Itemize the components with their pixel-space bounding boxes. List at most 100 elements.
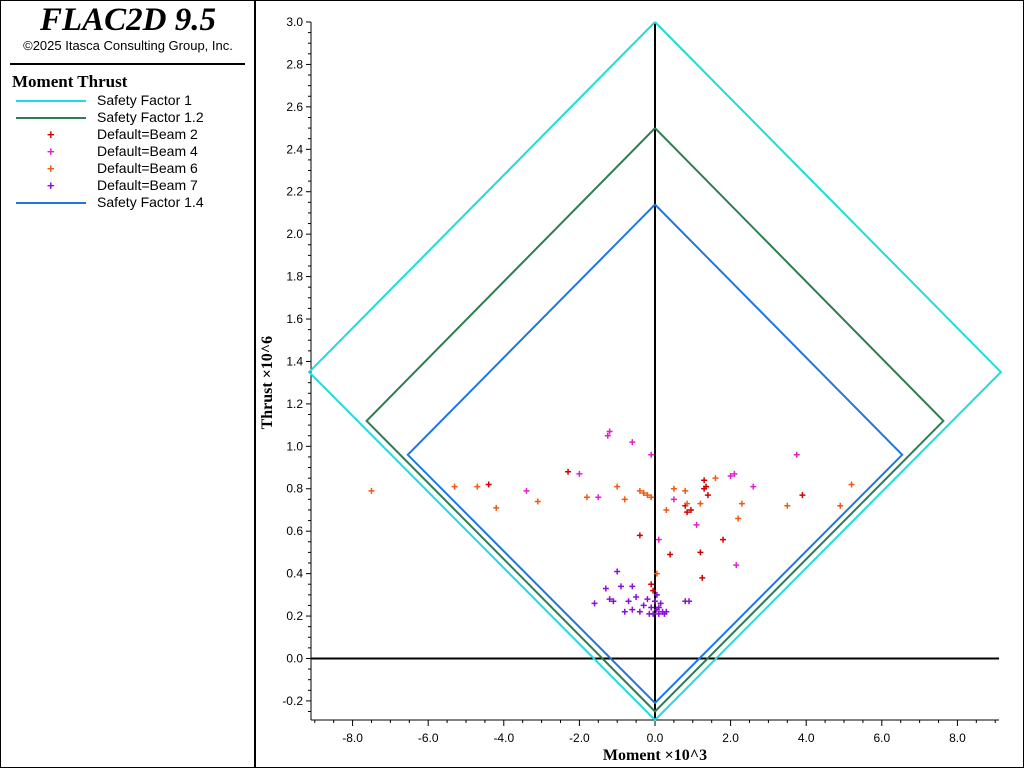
legend-plus-marker-icon: + bbox=[47, 127, 55, 142]
data-point-marker bbox=[640, 602, 647, 609]
data-point-marker bbox=[653, 591, 660, 598]
safety-envelope-line bbox=[365, 127, 945, 713]
data-point-marker bbox=[735, 515, 742, 522]
data-point-marker bbox=[534, 498, 541, 505]
data-point-marker bbox=[733, 562, 740, 569]
y-tick-label: 2.8 bbox=[286, 57, 303, 71]
y-tick-label: 1.8 bbox=[286, 270, 303, 284]
safety-envelope-line bbox=[406, 203, 904, 705]
data-point-marker bbox=[640, 489, 647, 496]
y-tick-label: 0.4 bbox=[286, 567, 303, 581]
data-point-marker bbox=[655, 610, 662, 617]
data-point-marker bbox=[750, 483, 757, 490]
y-tick-label: 2.6 bbox=[286, 100, 303, 114]
legend-item: + Default=Beam 6 bbox=[12, 160, 252, 177]
data-point-marker bbox=[523, 487, 530, 494]
data-point-marker bbox=[617, 583, 624, 590]
x-tick-label: -4.0 bbox=[493, 731, 514, 745]
data-point-marker bbox=[699, 574, 706, 581]
legend-plus-marker-icon: + bbox=[47, 178, 55, 193]
data-point-marker bbox=[629, 439, 636, 446]
legend-plus-marker-icon: + bbox=[47, 144, 55, 159]
legend-item: + Default=Beam 7 bbox=[12, 177, 252, 194]
data-point-marker bbox=[784, 502, 791, 509]
app-title: FLAC2D 9.5 bbox=[39, 2, 217, 38]
data-point-marker bbox=[474, 483, 481, 490]
data-point-marker bbox=[565, 468, 572, 475]
data-point-marker bbox=[655, 536, 662, 543]
data-point-marker bbox=[493, 504, 500, 511]
data-point-marker bbox=[576, 470, 583, 477]
data-point-marker bbox=[621, 496, 628, 503]
legend-line-swatch bbox=[16, 100, 86, 102]
data-point-marker bbox=[606, 428, 613, 435]
x-tick-label: 0.0 bbox=[647, 731, 664, 745]
safety-envelope-line bbox=[307, 21, 1003, 722]
data-point-marker bbox=[684, 509, 691, 516]
legend-line-swatch bbox=[16, 202, 86, 204]
legend-item: + Default=Beam 4 bbox=[12, 143, 252, 160]
data-point-marker bbox=[646, 610, 653, 617]
legend-divider bbox=[10, 63, 245, 65]
y-tick-label: 1.0 bbox=[286, 439, 303, 453]
y-tick-label: 2.4 bbox=[286, 142, 303, 156]
legend-item: Safety Factor 1.4 bbox=[12, 194, 252, 211]
data-point-marker bbox=[591, 600, 598, 607]
y-tick-label: 0.2 bbox=[286, 609, 303, 623]
moment-thrust-chart: -0.2 0.0 0.2 0.4 0.6 0.8 1.0 1.2 1.4 1.6 1.8 2.0 2.2… bbox=[259, 15, 1003, 764]
data-point-marker bbox=[663, 506, 670, 513]
legend-plus-marker-icon: + bbox=[47, 161, 55, 176]
data-point-marker bbox=[644, 492, 651, 499]
y-tick-label: 1.4 bbox=[286, 354, 303, 368]
data-point-marker bbox=[697, 549, 704, 556]
x-tick-label: 2.0 bbox=[722, 731, 739, 745]
data-point-marker bbox=[604, 432, 611, 439]
copyright-text: ©2025 Itasca Consulting Group, Inc. bbox=[23, 38, 233, 53]
x-tick-label: 6.0 bbox=[873, 731, 890, 745]
data-point-marker bbox=[670, 485, 677, 492]
data-point-marker bbox=[657, 600, 664, 607]
data-point-marker bbox=[606, 596, 613, 603]
x-tick-label: -8.0 bbox=[342, 731, 363, 745]
data-point-marker bbox=[670, 496, 677, 503]
data-point-marker bbox=[636, 532, 643, 539]
legend-label: Safety Factor 1.2 bbox=[97, 109, 204, 125]
x-tick-label: -2.0 bbox=[569, 731, 590, 745]
y-tick-label: 0.0 bbox=[286, 651, 303, 665]
data-point-marker bbox=[368, 487, 375, 494]
data-point-marker bbox=[629, 583, 636, 590]
data-point-marker bbox=[602, 585, 609, 592]
y-tick-label: 0.8 bbox=[286, 482, 303, 496]
legend-label: Default=Beam 2 bbox=[97, 126, 198, 142]
data-point-marker bbox=[738, 500, 745, 507]
legend-label: Default=Beam 4 bbox=[97, 143, 198, 159]
y-axis-title: Thrust ×10^6 bbox=[259, 336, 276, 430]
data-point-marker bbox=[648, 451, 655, 458]
data-point-marker bbox=[686, 598, 693, 605]
legend-label: Default=Beam 7 bbox=[97, 177, 198, 193]
data-point-marker bbox=[648, 604, 655, 611]
y-tick-label: 1.2 bbox=[286, 397, 303, 411]
data-point-marker bbox=[451, 483, 458, 490]
data-point-marker bbox=[610, 598, 617, 605]
data-point-marker bbox=[644, 596, 651, 603]
data-point-marker bbox=[583, 494, 590, 501]
legend-label: Safety Factor 1.4 bbox=[97, 194, 204, 210]
data-point-marker bbox=[731, 470, 738, 477]
data-point-marker bbox=[636, 608, 643, 615]
data-point-marker bbox=[614, 483, 621, 490]
y-tick-label: 0.6 bbox=[286, 524, 303, 538]
data-point-marker bbox=[633, 593, 640, 600]
data-point-marker bbox=[712, 475, 719, 482]
legend-line-swatch bbox=[16, 117, 86, 119]
y-tick-label: 2.0 bbox=[286, 227, 303, 241]
data-point-marker bbox=[648, 494, 655, 501]
data-point-marker bbox=[663, 608, 670, 615]
y-tick-label: -0.2 bbox=[282, 694, 303, 708]
legend-item: Safety Factor 1 bbox=[12, 92, 252, 109]
data-point-marker bbox=[704, 492, 711, 499]
data-point-marker bbox=[621, 608, 628, 615]
y-tick-label: 2.2 bbox=[286, 185, 303, 199]
data-point-marker bbox=[720, 536, 727, 543]
data-point-marker bbox=[682, 487, 689, 494]
